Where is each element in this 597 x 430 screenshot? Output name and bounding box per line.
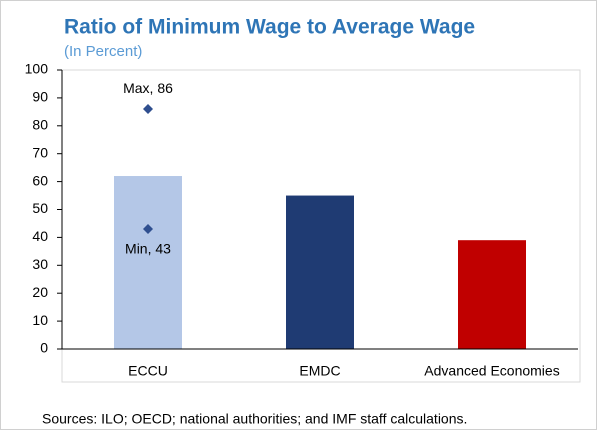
y-tick-label: 50 <box>32 200 48 216</box>
y-tick-label: 90 <box>32 89 48 105</box>
y-tick-label: 10 <box>32 312 48 328</box>
y-tick-label: 30 <box>32 256 48 272</box>
bar <box>114 176 182 349</box>
x-tick-label: Advanced Economies <box>424 363 559 379</box>
x-tick-label: EMDC <box>299 363 340 379</box>
y-tick-label: 0 <box>40 340 48 356</box>
source-note: Sources: ILO; OECD; national authorities… <box>42 411 467 427</box>
y-tick-label: 70 <box>32 144 48 160</box>
marker <box>143 224 153 235</box>
chart-title: Ratio of Minimum Wage to Average Wage <box>64 16 475 39</box>
y-tick-label: 40 <box>32 228 48 244</box>
chart-subtitle: (In Percent) <box>64 43 142 60</box>
x-tick-label: ECCU <box>128 363 168 379</box>
marker-label: Min, 43 <box>125 241 171 257</box>
y-tick-label: 20 <box>32 284 48 300</box>
marker-label: Max, 86 <box>123 80 173 96</box>
y-tick-label: 100 <box>25 61 49 77</box>
y-tick-label: 80 <box>32 117 48 133</box>
y-tick-label: 60 <box>32 172 48 188</box>
bar <box>458 240 526 349</box>
bar <box>286 195 354 349</box>
marker <box>143 104 153 115</box>
